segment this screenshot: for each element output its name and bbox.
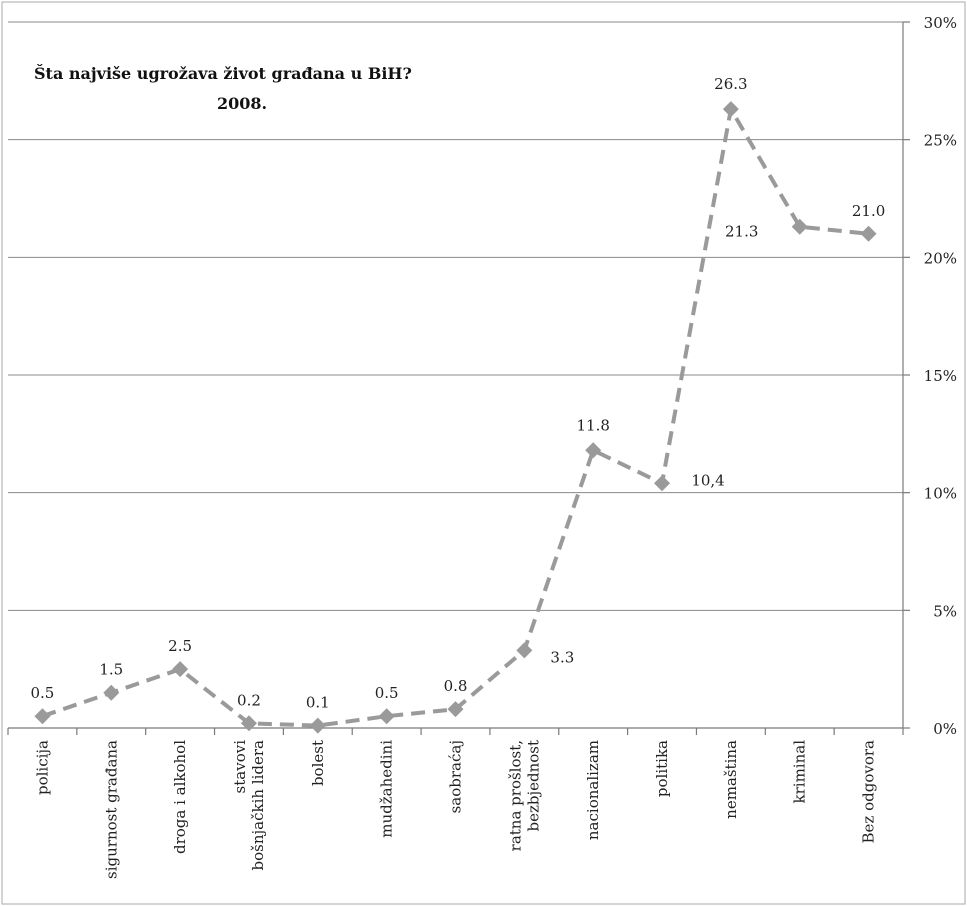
- data-point-marker: [172, 661, 189, 678]
- data-point-marker: [378, 708, 395, 725]
- x-tick-label: droga i alkohol: [171, 740, 189, 854]
- data-label: 2.5: [168, 637, 192, 655]
- x-tick-label: bolest: [309, 740, 327, 786]
- data-label: 3.3: [550, 648, 574, 666]
- x-tick-label: mudžahedini: [378, 740, 396, 838]
- y-tick-label: 25%: [924, 132, 957, 150]
- axes: [7, 21, 910, 735]
- y-tick-label: 15%: [924, 367, 957, 385]
- x-tick-label: bezbjednost: [524, 740, 542, 832]
- data-label: 0.1: [306, 694, 330, 712]
- series-layer: [34, 101, 877, 734]
- y-tick-label: 10%: [924, 485, 957, 503]
- x-tick-label: saobraćaj: [447, 740, 465, 813]
- data-point-marker: [309, 717, 326, 734]
- data-label: 21.0: [852, 202, 885, 220]
- data-label: 0.2: [237, 691, 261, 709]
- chart-title: Šta najviše ugrožava život građana u BiH…: [34, 63, 412, 83]
- data-point-marker: [860, 225, 877, 242]
- data-point-marker: [654, 475, 671, 492]
- y-tick-label: 5%: [933, 602, 957, 620]
- data-label: 0.5: [30, 684, 54, 702]
- data-label: 0.5: [375, 684, 399, 702]
- data-point-marker: [722, 101, 739, 118]
- y-tick-label: 30%: [924, 14, 957, 32]
- data-point-marker: [791, 218, 808, 235]
- x-tick-label: kriminal: [791, 740, 809, 804]
- data-label: 21.3: [725, 223, 758, 241]
- data-point-marker: [34, 708, 51, 725]
- data-label: 10,4: [691, 471, 724, 489]
- x-tick-label: stavovi: [231, 740, 249, 794]
- y-axis-tick-labels: 0% 5% 10% 15% 20% 25% 30%: [924, 14, 957, 738]
- x-tick-label: ratna prošlost,: [506, 740, 524, 851]
- x-tick-label: Bez odgovora: [860, 740, 878, 844]
- data-point-marker: [240, 715, 257, 732]
- x-tick-label: nacionalizam: [584, 740, 602, 840]
- data-point-marker: [585, 442, 602, 459]
- series-line: [41, 103, 869, 728]
- data-labels: 0.5 1.5 2.5 0.2 0.1 0.5 0.8 3.3 11.8 10,4 26.3 21.3…: [30, 75, 885, 712]
- gridlines: [8, 21, 903, 611]
- data-point-marker: [516, 642, 533, 659]
- x-tick-label: bošnjačkih lidera: [249, 740, 267, 871]
- data-label: 1.5: [99, 661, 123, 679]
- data-label: 26.3: [714, 75, 747, 93]
- data-point-marker: [103, 684, 120, 701]
- y-tick-label: 0%: [933, 720, 957, 738]
- data-label: 11.8: [576, 416, 609, 434]
- x-tick-label: sigurnost građana: [102, 740, 120, 879]
- x-axis-tick-labels: policija sigurnost građana droga i alkohol…: [33, 740, 877, 879]
- data-label: 0.8: [444, 677, 468, 695]
- x-tick-label: policija: [33, 740, 51, 795]
- data-point-marker: [447, 701, 464, 718]
- x-tick-label: nemaština: [722, 740, 740, 819]
- chart-subtitle: 2008.: [217, 94, 267, 113]
- x-tick-label: politika: [653, 740, 671, 797]
- y-tick-label: 20%: [924, 249, 957, 267]
